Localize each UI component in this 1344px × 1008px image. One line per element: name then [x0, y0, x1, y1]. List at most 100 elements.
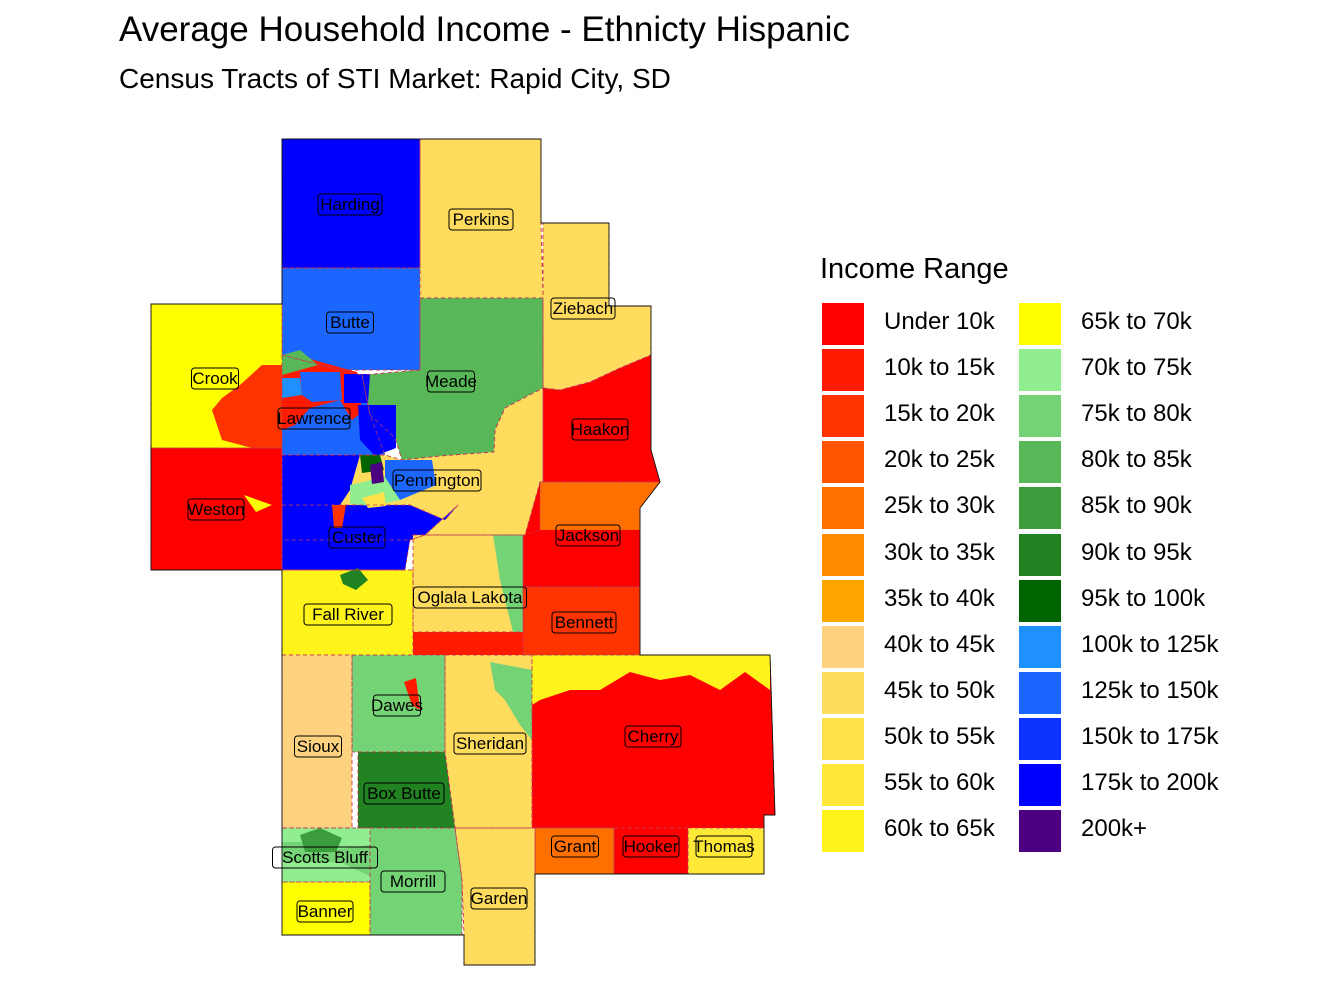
- map-title: Average Household Income - Ethnicty Hisp…: [119, 10, 850, 49]
- county-border-morrill: [369, 827, 463, 936]
- county-sioux: [281, 654, 353, 829]
- legend-swatch: [822, 533, 864, 576]
- census-tract-26: [282, 862, 370, 882]
- county-label-text: Hooker: [624, 837, 679, 856]
- county-label-text: Oglala Lakota: [418, 588, 523, 607]
- census-tract-12: [362, 492, 386, 508]
- legend-item-10k-to-15k: 10k to 15k: [822, 347, 1062, 393]
- legend-label: Under 10k: [884, 308, 995, 335]
- legend-label: 65k to 70k: [1081, 308, 1192, 335]
- county-label-text: Perkins: [453, 210, 510, 229]
- legend-item-200k: 200k+: [1019, 808, 1259, 854]
- legend-swatch: [1019, 671, 1061, 714]
- legend-swatch: [1019, 764, 1061, 806]
- county-label-jackson: Jackson: [555, 524, 621, 547]
- legend-label: 60k to 65k: [884, 815, 995, 843]
- county-label-hooker: Hooker: [622, 835, 680, 858]
- census-tract-21: [532, 655, 770, 705]
- county-label-garden: Garden: [470, 887, 528, 910]
- county-label-weston: Weston: [187, 498, 245, 521]
- legend-item-15k-to-20k: 15k to 20k: [822, 393, 1062, 439]
- county-label-box: [571, 418, 629, 441]
- legend-swatch: [822, 441, 864, 484]
- legend-item-under-10k: Under 10k: [822, 301, 1062, 347]
- legend-item-40k-to-45k: 40k to 45k: [822, 624, 1062, 670]
- county-label-text: Pennington: [394, 471, 480, 490]
- legend-label: 80k to 85k: [1081, 446, 1192, 474]
- county-label-box: [551, 611, 617, 634]
- legend-label: 150k to 175k: [1081, 722, 1219, 750]
- legend-label: 30k to 35k: [884, 538, 995, 566]
- legend-label: 40k to 45k: [884, 630, 995, 658]
- county-label-box: [294, 735, 342, 758]
- legend-swatch: [822, 303, 864, 345]
- legend-label: 20k to 25k: [884, 446, 995, 474]
- county-label-grant: Grant: [551, 835, 599, 858]
- county-label-text: Lawrence: [277, 409, 351, 428]
- census-tract-4: [282, 378, 302, 398]
- county-label-text: Banner: [298, 902, 353, 921]
- county-label-sheridan: Sheridan: [453, 732, 527, 755]
- county-label-fall-river: Fall River: [303, 603, 393, 626]
- legend-item-80k-to-85k: 80k to 85k: [1019, 439, 1259, 485]
- legend-swatch: [822, 349, 864, 392]
- county-label-crook: Crook: [191, 367, 239, 390]
- county-border-sheridan: [444, 654, 533, 829]
- census-tract-14: [340, 568, 368, 590]
- county-label-dawes: Dawes: [371, 694, 423, 717]
- census-tract-5: [344, 374, 370, 403]
- county-label-box: [453, 732, 527, 755]
- legend-label: 50k to 55k: [884, 722, 995, 750]
- legend-swatch: [822, 764, 864, 806]
- county-label-box: [317, 193, 383, 216]
- legend-label: 90k to 95k: [1081, 538, 1192, 566]
- county-border-pennington: [281, 387, 544, 541]
- legend-swatch: [822, 671, 864, 714]
- census-tract-2: [282, 350, 318, 375]
- legend-label: 45k to 50k: [884, 676, 995, 704]
- legend-item-70k-to-75k: 70k to 75k: [1019, 347, 1259, 393]
- legend-label: 70k to 75k: [1081, 354, 1192, 382]
- legend-item-60k-to-65k: 60k to 65k: [822, 808, 1062, 854]
- county-label-text: Box Butte: [367, 784, 441, 803]
- county-label-box: [622, 835, 680, 858]
- legend-swatch: [1019, 349, 1061, 392]
- county-label-meade: Meade: [425, 370, 477, 393]
- legend-item-75k-to-80k: 75k to 80k: [1019, 393, 1259, 439]
- county-label-box: [427, 370, 475, 393]
- county-label-text: Grant: [554, 837, 597, 856]
- county-label-thomas: Thomas: [693, 835, 755, 858]
- county-label-box: [277, 407, 351, 430]
- county-label-box: [555, 524, 621, 547]
- legend-swatch: [1019, 625, 1061, 668]
- county-label-text: Thomas: [693, 837, 754, 856]
- legend-item-30k-to-35k: 30k to 35k: [822, 532, 1062, 578]
- legend-label: 25k to 30k: [884, 492, 995, 520]
- census-tract-13: [332, 505, 346, 528]
- county-fall-river: [281, 569, 414, 656]
- legend-item-20k-to-25k: 20k to 25k: [822, 439, 1062, 485]
- county-label-text: Dawes: [371, 696, 423, 715]
- county-label-text: Bennett: [555, 613, 614, 632]
- county-label-box: [272, 846, 378, 869]
- county-label-box: [380, 870, 446, 893]
- legend-label: 75k to 80k: [1081, 400, 1192, 428]
- county-label-haakon: Haakon: [571, 418, 629, 441]
- legend-title: Income Range: [820, 253, 1009, 285]
- county-label-text: Ziebach: [553, 299, 613, 318]
- county-label-box: [624, 725, 682, 748]
- legend-swatch: [822, 395, 864, 438]
- county-label-box: [303, 603, 393, 626]
- county-label-text: Crook: [192, 369, 238, 388]
- county-label-box: [551, 835, 599, 858]
- county-label-butte: Butte: [326, 311, 374, 334]
- county-border-grant: [534, 827, 615, 875]
- legend-item-175k-to-200k: 175k to 200k: [1019, 762, 1259, 808]
- county-label-text: Jackson: [557, 526, 619, 545]
- legend-label: 200k+: [1081, 815, 1148, 843]
- county-label-ziebach: Ziebach: [550, 297, 616, 320]
- county-label-text: Fall River: [312, 605, 384, 624]
- legend-item-35k-to-40k: 35k to 40k: [822, 578, 1062, 624]
- census-tract-6: [358, 405, 396, 456]
- legend-item-90k-to-95k: 90k to 95k: [1019, 532, 1259, 578]
